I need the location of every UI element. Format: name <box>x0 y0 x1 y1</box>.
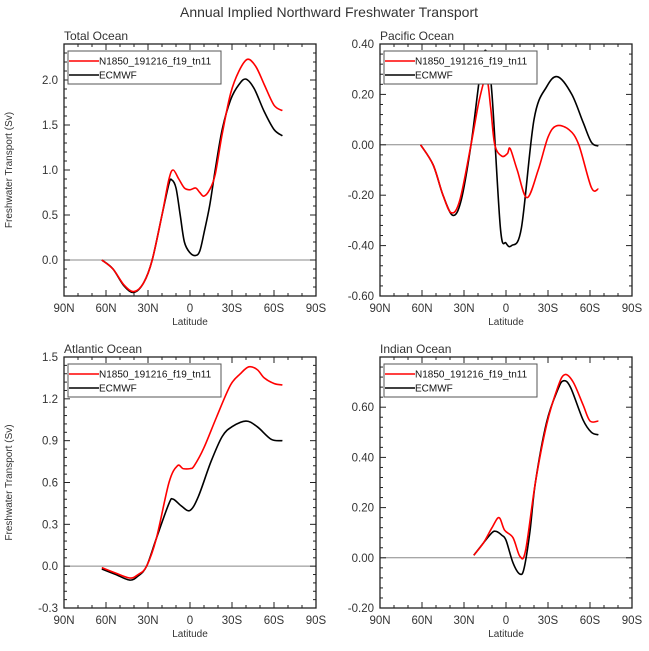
y-tick-label: 0.00 <box>352 553 374 565</box>
legend-label: N1850_191216_f19_tn11 <box>99 57 212 68</box>
x-tick-label: 60S <box>580 303 601 315</box>
figure-title: Annual Implied Northward Freshwater Tran… <box>180 4 478 20</box>
x-tick-label: 90S <box>622 615 643 627</box>
legend-label: N1850_191216_f19_tn11 <box>415 370 528 381</box>
panel-atlantic-ocean: Atlantic Ocean 90N 60N 30N 0 30S 60S 90S -0.3 0.0… <box>4 342 327 640</box>
legend-box <box>383 50 538 85</box>
y-tick-label: 1.0 <box>42 165 58 177</box>
plot-frame <box>63 356 317 609</box>
y-tick-label: -0.20 <box>348 603 374 615</box>
legend: N1850_191216_f19_tn11 ECMWF <box>67 363 222 398</box>
x-tick-label: 60N <box>411 303 432 315</box>
y-tick-label: 0.40 <box>352 452 374 464</box>
x-tick-label: 60S <box>264 615 285 627</box>
x-axis-label: Latitude <box>172 629 208 640</box>
y-tick-label: -0.40 <box>348 241 374 253</box>
y-tick-label: 0.20 <box>352 503 374 515</box>
y-tick-label: 2.0 <box>42 75 58 87</box>
x-tick-label: 30S <box>538 615 559 627</box>
x-tick-label: 90N <box>369 303 390 315</box>
x-tick-label: 60N <box>95 303 116 315</box>
y-tick-label: 0.0 <box>42 561 58 573</box>
x-tick-label: 30S <box>222 615 243 627</box>
y-tick-label: 0.20 <box>352 89 374 101</box>
series-line-model <box>419 77 599 214</box>
x-tick-label: 60N <box>411 615 432 627</box>
x-tick-label: 0 <box>503 615 509 627</box>
y-tick-label: 1.5 <box>42 352 58 364</box>
y-tick-label: -0.60 <box>348 291 374 303</box>
y-tick-label: 0.40 <box>352 39 374 51</box>
x-tick-label: 60S <box>580 615 601 627</box>
legend-label: ECMWF <box>99 384 137 395</box>
y-tick-label: 1.2 <box>42 394 58 406</box>
x-axis-label: Latitude <box>172 317 208 328</box>
y-axis-label: Freshwater Transport (Sv) <box>4 112 15 228</box>
panel-pacific-ocean: Pacific Ocean 90N 60N 30N 0 30S 60S 90S -0.60 -0.… <box>348 29 643 328</box>
legend: N1850_191216_f19_tn11 ECMWF <box>383 50 538 85</box>
legend-label: ECMWF <box>415 71 453 82</box>
legend: N1850_191216_f19_tn11 ECMWF <box>67 50 222 85</box>
x-tick-label: 90N <box>53 615 74 627</box>
x-tick-label: 30S <box>222 303 243 315</box>
y-axis-label: Freshwater Transport (Sv) <box>4 424 15 540</box>
series-line-model <box>101 365 283 579</box>
y-tick-label: 0.5 <box>42 210 58 222</box>
y-tick-label: -0.3 <box>38 603 58 615</box>
panel-indian-ocean: Indian Ocean 90N 60N 30N 0 30S 60S 90S -0.20 0.00… <box>348 342 643 640</box>
legend-box <box>67 50 222 85</box>
x-tick-label: 60N <box>95 615 116 627</box>
y-tick-label: -0.20 <box>348 190 374 202</box>
x-tick-label: 30N <box>453 615 474 627</box>
legend-box <box>67 363 222 398</box>
panel-title: Indian Ocean <box>380 342 451 356</box>
panel-total-ocean: Total Ocean 90N 60N 30N 0 30S 60S 90S 0.0 0.5 1.0 1… <box>4 29 327 328</box>
legend-label: N1850_191216_f19_tn11 <box>99 370 212 381</box>
x-tick-label: 90N <box>369 615 390 627</box>
y-tick-label: 0.0 <box>42 255 58 267</box>
panel-title: Atlantic Ocean <box>64 342 142 356</box>
legend-label: ECMWF <box>99 71 137 82</box>
y-tick-label: 0.9 <box>42 436 58 448</box>
series-line-ecmwf <box>473 379 599 576</box>
legend-label: ECMWF <box>415 384 453 395</box>
x-axis-label: Latitude <box>488 317 524 328</box>
x-tick-label: 30N <box>453 303 474 315</box>
x-tick-label: 30N <box>137 615 158 627</box>
series-line-ecmwf <box>101 420 283 581</box>
x-tick-label: 0 <box>187 615 193 627</box>
x-tick-label: 0 <box>503 303 509 315</box>
y-tick-label: 0.3 <box>42 519 58 531</box>
x-tick-label: 30S <box>538 303 559 315</box>
x-tick-label: 90N <box>53 303 74 315</box>
x-axis-label: Latitude <box>488 629 524 640</box>
y-tick-label: 0.6 <box>42 478 58 490</box>
x-tick-label: 0 <box>187 303 193 315</box>
plot-frame <box>379 356 633 609</box>
y-tick-label: 0.60 <box>352 402 374 414</box>
series-line-ecmwf <box>419 49 599 248</box>
series-line-model <box>473 373 599 560</box>
x-tick-label: 90S <box>306 303 327 315</box>
y-tick-label: 0.00 <box>352 140 374 152</box>
panel-title: Total Ocean <box>64 29 128 43</box>
series-line-model <box>101 58 283 293</box>
legend-label: N1850_191216_f19_tn11 <box>415 57 528 68</box>
legend-box <box>383 363 538 398</box>
x-tick-label: 90S <box>306 615 327 627</box>
x-tick-label: 60S <box>264 303 285 315</box>
panel-title: Pacific Ocean <box>380 29 454 43</box>
y-tick-label: 1.5 <box>42 120 58 132</box>
plot-frame <box>379 43 633 297</box>
x-tick-label: 90S <box>622 303 643 315</box>
x-tick-label: 30N <box>137 303 158 315</box>
legend: N1850_191216_f19_tn11 ECMWF <box>383 363 538 398</box>
plot-frame <box>63 43 317 297</box>
